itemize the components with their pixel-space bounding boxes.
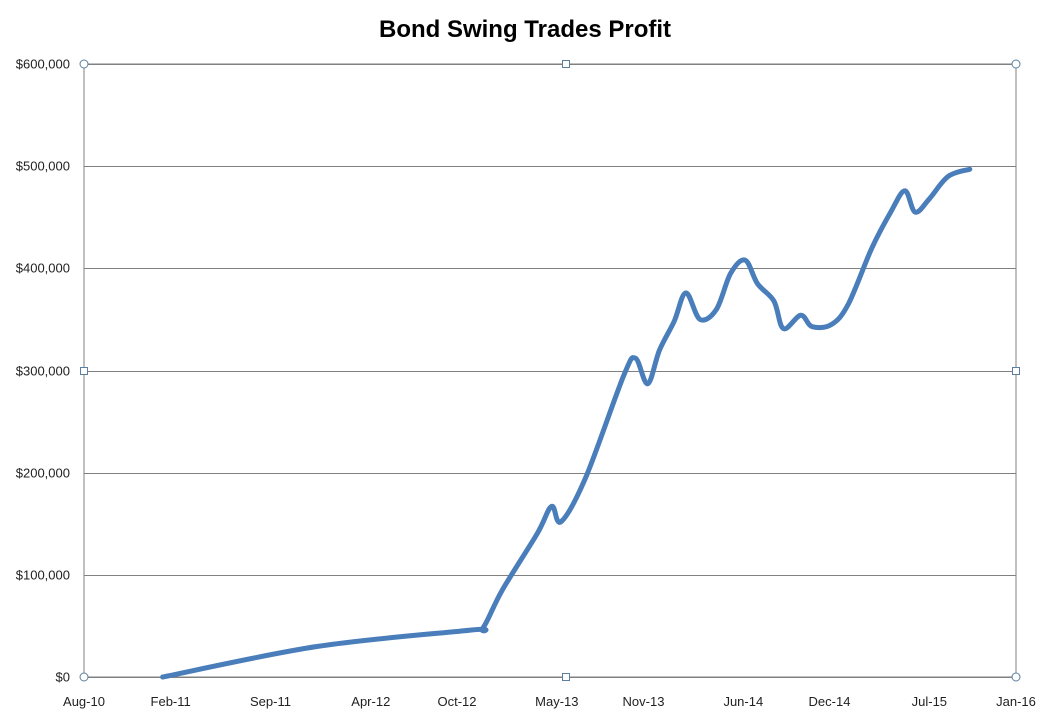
series-line-0 — [160, 166, 973, 680]
y-tick-label: $0 — [56, 670, 70, 685]
y-axis-ticks: $0 $100,000 $200,000 $300,000 $400,000 $500,0… — [16, 57, 70, 685]
chart-title: Bond Swing Trades Profit — [379, 16, 671, 43]
resize-handle-edge[interactable] — [1012, 367, 1020, 375]
resize-handle-corner[interactable] — [1011, 672, 1021, 682]
y-tick-label: $600,000 — [16, 57, 70, 72]
resize-handle-edge[interactable] — [80, 367, 88, 375]
y-tick-label: $100,000 — [16, 568, 70, 583]
x-tick-label: Jan-16 — [996, 694, 1036, 709]
x-tick-label: Jun-14 — [723, 694, 763, 709]
x-tick-label: Jul-15 — [912, 694, 947, 709]
y-tick-label: $200,000 — [16, 466, 70, 481]
resize-handle-edge[interactable] — [562, 673, 570, 681]
gridlines — [84, 64, 1016, 678]
x-tick-label: Nov-13 — [623, 694, 665, 709]
y-tick-label: $400,000 — [16, 261, 70, 276]
y-tick-label: $300,000 — [16, 364, 70, 379]
x-tick-label: Feb-11 — [151, 694, 191, 709]
x-tick-label: Apr-12 — [351, 694, 390, 709]
resize-handle-corner[interactable] — [79, 59, 89, 69]
selection-handles — [79, 59, 1021, 682]
x-tick-label: Dec-14 — [809, 694, 851, 709]
x-tick-label: Aug-10 — [63, 694, 105, 709]
y-tick-label: $500,000 — [16, 159, 70, 174]
x-tick-label: Sep-11 — [250, 694, 291, 709]
resize-handle-edge[interactable] — [562, 60, 570, 68]
x-axis-ticks: Aug-10 Feb-11 Sep-11 Apr-12 Oct-12 May-13 Nov-… — [63, 694, 1036, 709]
x-tick-label: Oct-12 — [437, 694, 476, 709]
resize-handle-corner[interactable] — [1011, 59, 1021, 69]
plot-area-border — [83, 63, 1017, 678]
series-layer — [160, 166, 973, 680]
resize-handle-corner[interactable] — [79, 672, 89, 682]
x-tick-label: May-13 — [535, 694, 578, 709]
